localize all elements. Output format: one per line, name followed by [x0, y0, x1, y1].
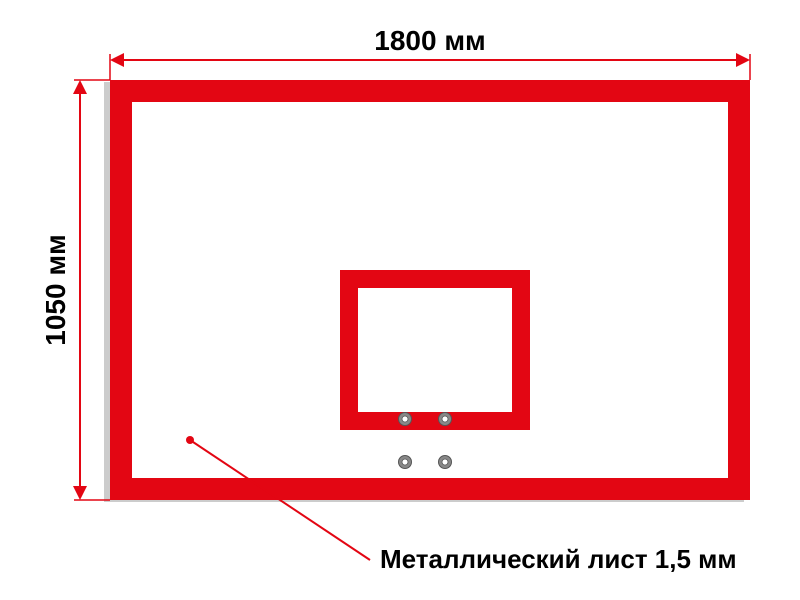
- inner-rect-top: [340, 270, 530, 288]
- inner-rect-bottom: [340, 412, 530, 430]
- inner-rect-right: [512, 270, 530, 430]
- mounting-bolt-hole: [442, 459, 448, 465]
- mounting-bolt-hole: [442, 416, 448, 422]
- mounting-bolt-hole: [402, 416, 408, 422]
- mounting-bolt-hole: [402, 459, 408, 465]
- width-label: 1800 мм: [374, 25, 486, 56]
- material-label: Металлический лист 1,5 мм: [380, 544, 737, 574]
- backboard-panel: [110, 80, 750, 500]
- inner-rect-left: [340, 270, 358, 430]
- height-label: 1050 мм: [40, 234, 71, 346]
